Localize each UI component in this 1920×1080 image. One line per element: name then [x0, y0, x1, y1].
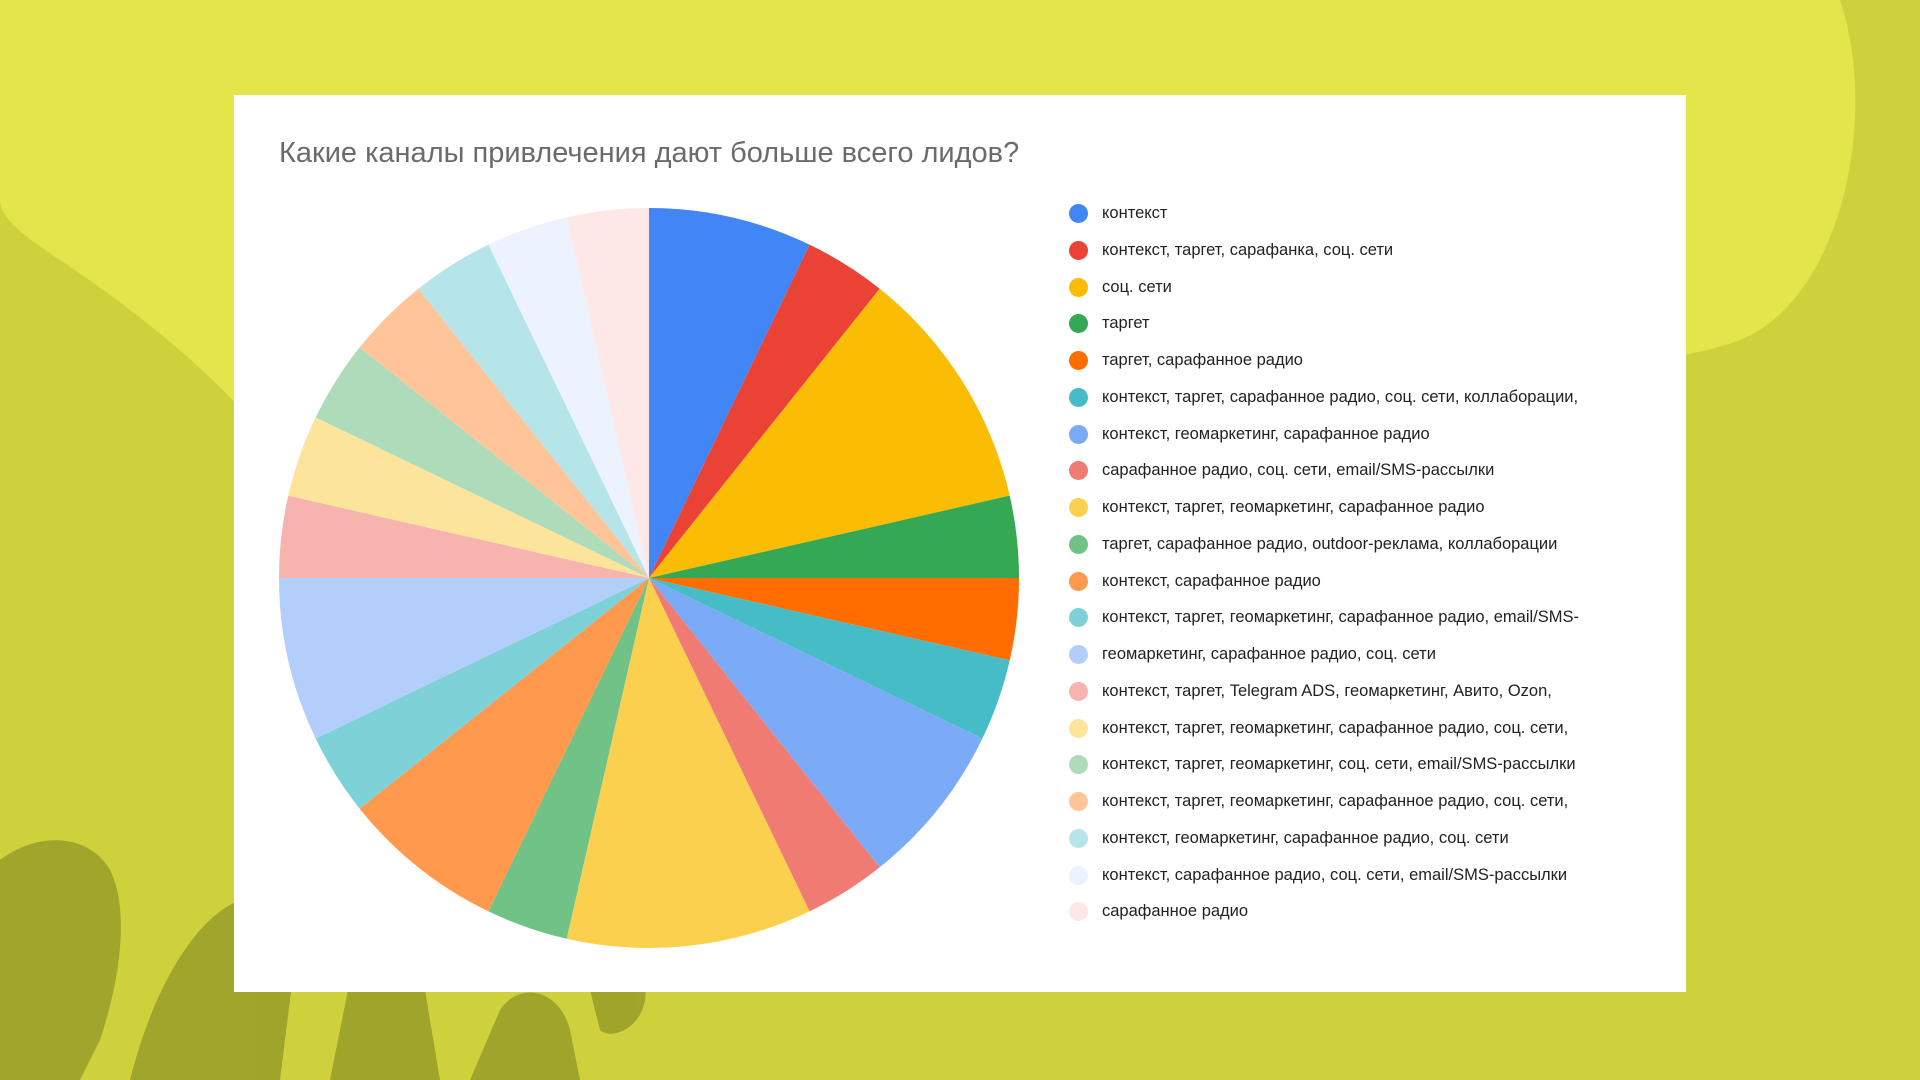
- legend-item: контекст, таргет, Telegram ADS, геомарке…: [1069, 680, 1669, 717]
- legend-item: таргет, сарафанное радио: [1069, 349, 1669, 386]
- legend-swatch: [1069, 461, 1088, 481]
- legend-label: контекст, таргет, геомаркетинг, сарафанн…: [1102, 498, 1485, 516]
- legend-label: контекст, таргет, Telegram ADS, геомарке…: [1102, 681, 1552, 700]
- legend-item: соц. сети: [1069, 276, 1669, 313]
- pie-slice-8: [649, 578, 880, 912]
- pie-slice-11: [359, 578, 649, 912]
- legend-swatch: [1069, 608, 1088, 628]
- legend-item: сарафанное радио: [1069, 900, 1669, 937]
- legend-item: контекст, сарафанное радио, соц. сети, e…: [1069, 864, 1669, 901]
- legend-swatch: [1069, 351, 1088, 370]
- legend-label: контекст, таргет, геомаркетинг, сарафанн…: [1102, 608, 1579, 627]
- chart-legend: контекст контекст, таргет, сарафанка, соц…: [1069, 202, 1669, 937]
- legend-item: контекст, таргет, сарафанка, соц. сети: [1069, 239, 1669, 276]
- legend-label: контекст, таргет, геомаркетинг, сарафанн…: [1102, 792, 1569, 810]
- legend-label: контекст, геомаркетинг, сарафанное радио…: [1102, 828, 1509, 847]
- legend-label: контекст, геомаркетинг, сарафанное радио: [1102, 424, 1430, 443]
- pie-slice-14: [279, 495, 649, 578]
- legend-item: таргет, сарафанное радио, outdoor-реклам…: [1069, 533, 1669, 570]
- legend-item: контекст, таргет, геомаркетинг, сарафанн…: [1069, 496, 1669, 533]
- pie-slice-13: [279, 578, 649, 739]
- legend-swatch: [1069, 277, 1088, 297]
- legend-item: контекст, таргет, геомаркетинг, сарафанн…: [1069, 790, 1669, 827]
- legend-label: сарафанное радио: [1102, 902, 1249, 921]
- legend-label: геомаркетинг, сарафанное радио, соц. сет…: [1102, 645, 1436, 663]
- legend-swatch: [1069, 498, 1088, 517]
- pie-slice-17: [359, 288, 649, 578]
- pie-slice-3: [649, 288, 1010, 578]
- legend-label: контекст, таргет, сарафанное радио, соц.…: [1102, 387, 1579, 406]
- legend-swatch: [1069, 534, 1088, 554]
- legend-swatch: [1069, 645, 1088, 664]
- legend-item: контекст, таргет, геомаркетинг, сарафанн…: [1069, 717, 1669, 754]
- legend-label: таргет: [1102, 314, 1150, 333]
- legend-swatch: [1069, 571, 1088, 591]
- pie-slice-20: [566, 208, 649, 578]
- legend-swatch: [1069, 792, 1088, 811]
- legend-label: сарафанное радио, соц. сети, email/SMS-р…: [1102, 461, 1495, 480]
- pie-slice-18: [418, 244, 649, 578]
- legend-swatch: [1069, 387, 1088, 407]
- legend-swatch: [1069, 755, 1088, 775]
- legend-label: контекст, сарафанное радио, соц. сети, e…: [1102, 865, 1568, 884]
- legend-item: геомаркетинг, сарафанное радио, соц. сет…: [1069, 643, 1669, 680]
- pie-slice-12: [315, 578, 649, 809]
- chart-card: Какие каналы привлечения дают больше все…: [234, 95, 1686, 992]
- legend-label: таргет, сарафанное радио: [1102, 351, 1303, 369]
- legend-swatch: [1069, 240, 1088, 260]
- pie-chart: [279, 208, 1019, 948]
- legend-swatch: [1069, 314, 1088, 334]
- pie-slice-16: [315, 347, 649, 578]
- legend-label: контекст, таргет, геомаркетинг, сарафанн…: [1102, 718, 1569, 737]
- pie-slice-5: [649, 578, 1019, 661]
- legend-swatch: [1069, 718, 1088, 738]
- legend-item: контекст, сарафанное радио: [1069, 570, 1669, 607]
- legend-item: контекст, геомаркетинг, сарафанное радио…: [1069, 827, 1669, 864]
- legend-item: контекст: [1069, 202, 1669, 239]
- legend-label: контекст: [1102, 204, 1168, 222]
- legend-label: контекст, сарафанное радио: [1102, 571, 1321, 590]
- legend-swatch: [1069, 681, 1088, 701]
- legend-swatch: [1069, 828, 1088, 848]
- pie-slice-7: [649, 578, 983, 868]
- legend-label: соц. сети: [1102, 277, 1172, 296]
- pie-slice-2: [649, 244, 880, 578]
- pie-slice-19: [488, 217, 649, 578]
- legend-item: таргет: [1069, 312, 1669, 349]
- legend-item: контекст, таргет, геомаркетинг, сарафанн…: [1069, 606, 1669, 643]
- legend-item: сарафанное радио, соц. сети, email/SMS-р…: [1069, 459, 1669, 496]
- chart-title: Какие каналы привлечения дают больше все…: [279, 137, 1020, 169]
- legend-label: таргет, сарафанное радио, outdoor-реклам…: [1102, 534, 1558, 553]
- legend-item: контекст, геомаркетинг, сарафанное радио: [1069, 423, 1669, 460]
- pie-slice-15: [288, 417, 649, 578]
- legend-swatch: [1069, 204, 1088, 223]
- pie-slice-4: [649, 495, 1019, 578]
- pie-slice-1: [649, 208, 810, 578]
- pie-slice-10: [488, 578, 649, 939]
- legend-item: контекст, таргет, сарафанное радио, соц.…: [1069, 386, 1669, 423]
- legend-swatch: [1069, 424, 1088, 444]
- legend-label: контекст, таргет, сарафанка, соц. сети: [1102, 240, 1394, 259]
- legend-item: контекст, таргет, геомаркетинг, соц. сет…: [1069, 753, 1669, 790]
- legend-label: контекст, таргет, геомаркетинг, соц. сет…: [1102, 755, 1576, 774]
- legend-swatch: [1069, 902, 1088, 922]
- pie-slice-9: [566, 578, 810, 948]
- legend-swatch: [1069, 865, 1088, 885]
- pie-slice-6: [649, 578, 1010, 739]
